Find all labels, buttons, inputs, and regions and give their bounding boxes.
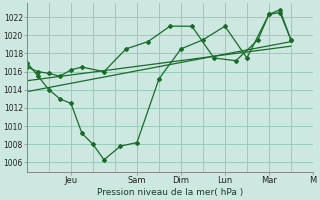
X-axis label: Pression niveau de la mer( hPa ): Pression niveau de la mer( hPa ) [97,188,243,197]
